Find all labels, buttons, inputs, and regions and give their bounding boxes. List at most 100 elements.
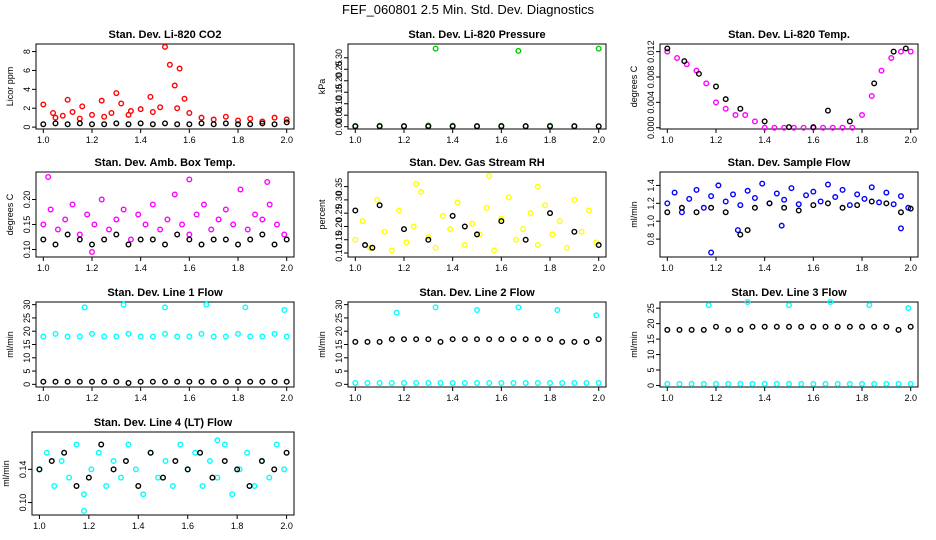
data-point (247, 115, 254, 122)
data-point (40, 221, 47, 228)
data-point (820, 124, 827, 131)
chart-panel-7: Stan. Dev. Line 1 Flow 1.0 1.2 1.4 1.6 1.8 2.0… (5, 287, 295, 403)
data-point (483, 204, 490, 211)
data-point-black (98, 441, 105, 448)
x-tick-label: 1.0 (349, 393, 362, 403)
x-tick-label: 1.6 (495, 393, 508, 403)
data-point (890, 201, 897, 208)
data-point-black (186, 378, 193, 385)
data-point (737, 202, 744, 209)
data-point (439, 212, 446, 219)
data-point (157, 104, 164, 111)
data-point (712, 380, 719, 387)
data-point (688, 380, 695, 387)
data-point (744, 187, 751, 194)
data-point (824, 181, 831, 188)
y-tick-label: 25 (334, 313, 344, 323)
data-point (786, 380, 793, 387)
data-point-black (376, 123, 383, 130)
data-point (58, 458, 65, 465)
data-point (206, 458, 213, 465)
data-point (759, 180, 766, 187)
data-point-black (583, 338, 590, 345)
x-tick-label: 1.4 (446, 263, 459, 273)
data-point-black (786, 124, 793, 131)
data-point (95, 449, 102, 456)
data-point (273, 221, 280, 228)
x-tick-label: 1.2 (398, 135, 411, 145)
data-point-black (222, 378, 229, 385)
chart-panel-2: Stan. Dev. Li-820 Pressure 1.0 1.2 1.4 1.6 1.… (317, 29, 607, 145)
chart-title: Stan. Dev. Sample Flow (728, 157, 851, 169)
data-point (108, 109, 115, 116)
data-point (142, 221, 149, 228)
data-point-black (221, 458, 228, 465)
data-point-black (722, 209, 729, 216)
data-point (512, 236, 519, 243)
y-tick-label: 1.0 (646, 215, 656, 228)
data-point (281, 306, 288, 313)
y-axis-label: ml/min (317, 331, 327, 358)
data-point (491, 247, 498, 254)
data-point (800, 124, 807, 131)
chart-title: Stan. Dev. Line 4 (LT) Flow (94, 417, 233, 429)
data-point-black (149, 236, 156, 243)
data-point-black (40, 121, 47, 128)
data-point (230, 221, 237, 228)
chart-title: Stan. Dev. Li-820 Temp. (728, 29, 850, 41)
data-point-black (210, 236, 217, 243)
data-point-black (522, 336, 529, 343)
data-point-black (859, 323, 866, 330)
data-point (186, 176, 193, 183)
data-point-black (883, 200, 890, 207)
x-tick-label: 1.0 (661, 263, 674, 273)
y-axis-label: degrees C (629, 65, 639, 107)
data-point (64, 333, 71, 340)
data-point-black (895, 326, 902, 333)
data-point (476, 231, 483, 238)
data-point (732, 112, 739, 119)
data-point (251, 482, 258, 489)
data-point (693, 186, 700, 193)
data-point (236, 466, 243, 473)
data-point (871, 380, 878, 387)
data-point (583, 380, 590, 387)
data-point-black (198, 120, 205, 127)
y-tick-label: 25 (22, 313, 32, 323)
data-point (425, 380, 432, 387)
data-point (127, 236, 134, 243)
data-point-black (40, 378, 47, 385)
x-tick-label: 1.8 (856, 135, 869, 145)
data-point (40, 101, 47, 108)
data-point-black (376, 338, 383, 345)
data-point (376, 380, 383, 387)
data-point-black (271, 466, 278, 473)
data-point (162, 458, 169, 465)
data-point (486, 172, 493, 179)
data-point (117, 474, 124, 481)
data-point-black (425, 123, 432, 130)
data-point (749, 380, 756, 387)
data-point-black (376, 202, 383, 209)
y-tick-label: 10 (646, 350, 656, 360)
data-point-black (52, 120, 59, 127)
data-point (215, 216, 222, 223)
x-tick-label: 1.8 (856, 393, 869, 403)
data-point-black (461, 223, 468, 230)
data-point (281, 231, 288, 238)
data-point-black (400, 336, 407, 343)
y-tick-label: 20 (334, 326, 344, 336)
plot-frame (659, 301, 919, 388)
data-point-black (725, 326, 732, 333)
data-point-black (352, 123, 359, 130)
data-point (103, 482, 110, 489)
data-point (50, 109, 57, 116)
chart-title: Stan. Dev. Li-820 CO2 (109, 29, 222, 41)
data-point (242, 304, 249, 311)
data-point (498, 380, 505, 387)
y-tick-label: 25 (646, 303, 656, 313)
data-point (352, 380, 359, 387)
data-point (91, 221, 98, 228)
x-tick-label: 1.4 (758, 135, 771, 145)
x-tick-label: 1.6 (183, 393, 196, 403)
